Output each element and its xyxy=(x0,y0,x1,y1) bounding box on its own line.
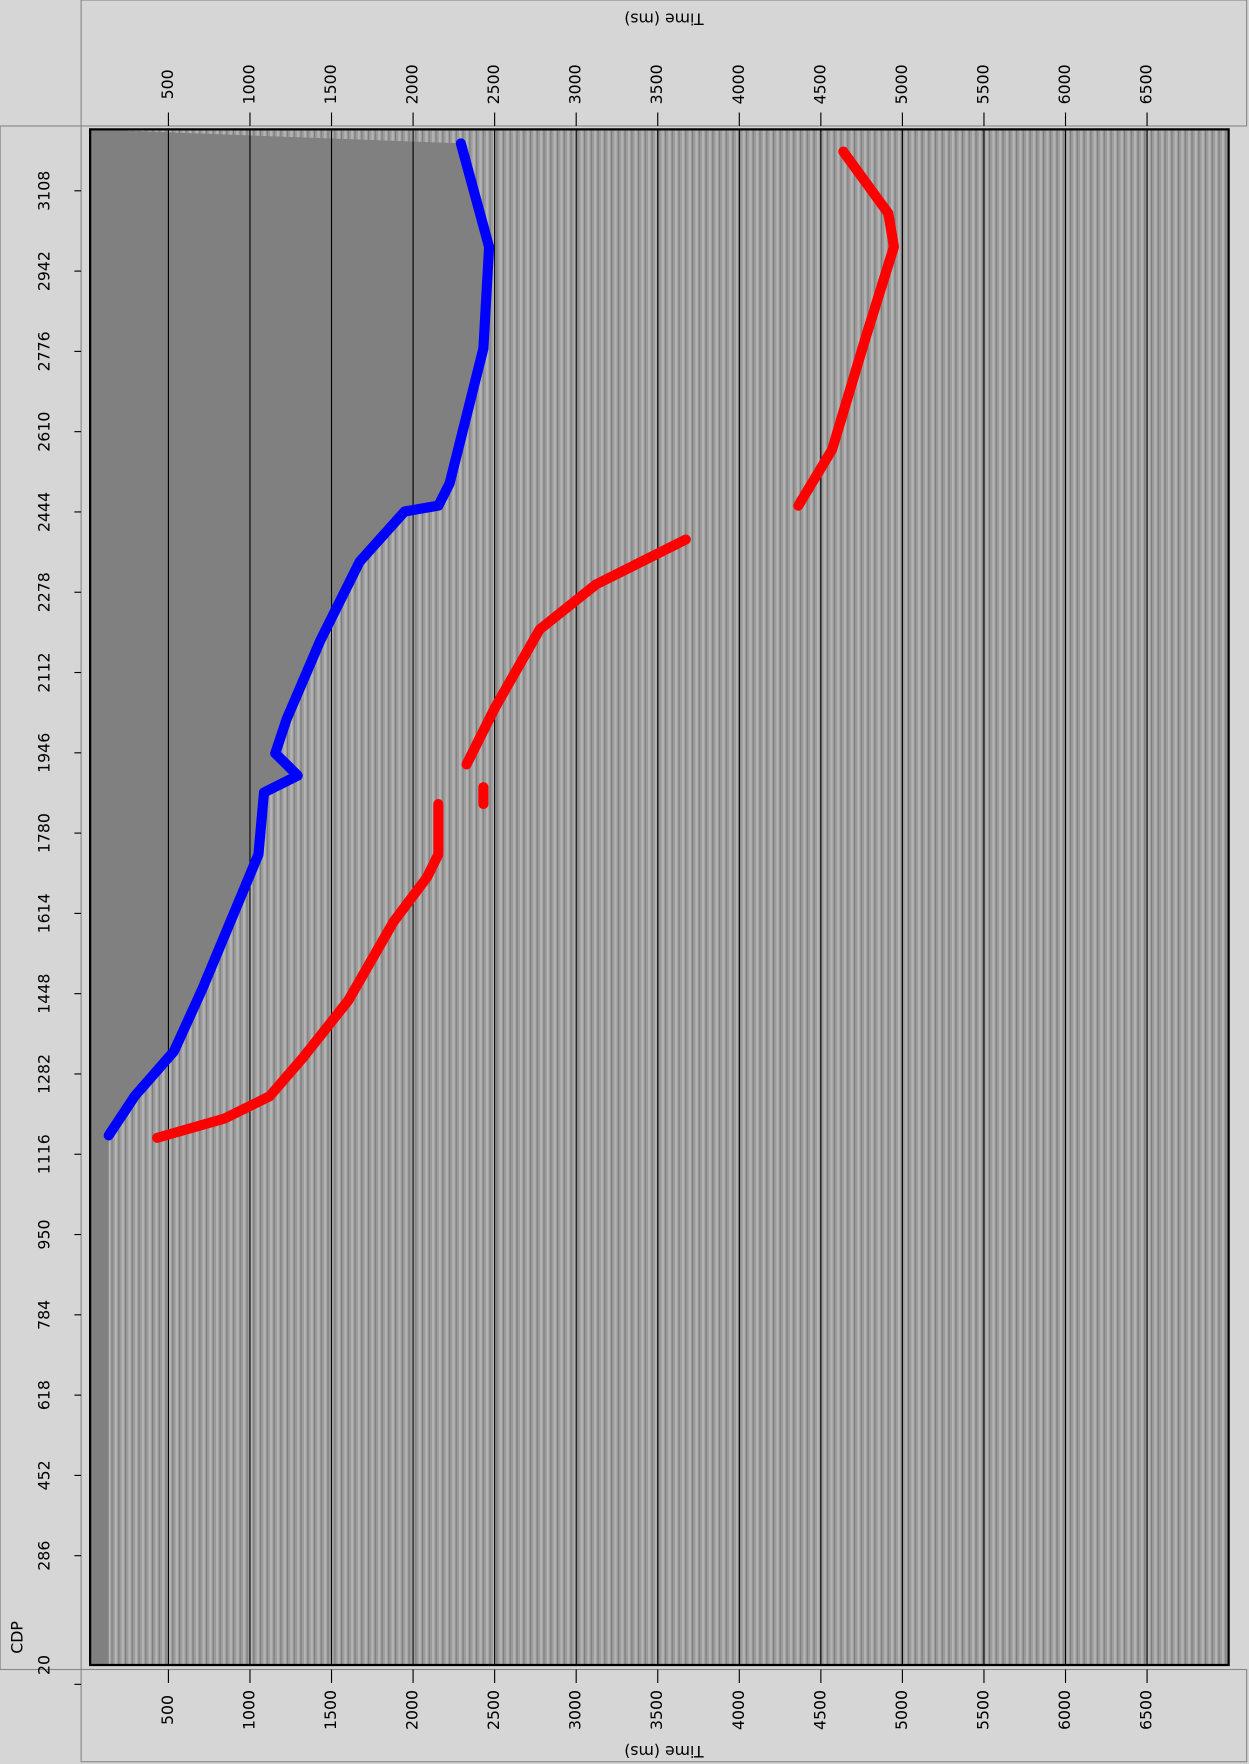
x-tick-label-top: 5500 xyxy=(973,64,992,104)
x-tick-label-bottom: 5000 xyxy=(892,1690,911,1730)
y-tick-label: 1780 xyxy=(35,813,54,853)
x-tick-label-top: 2500 xyxy=(484,64,503,104)
y-tick-label: 1614 xyxy=(35,893,54,933)
y-tick-label: 2942 xyxy=(35,251,54,291)
left-axis-panel xyxy=(0,125,82,1671)
x-tick-label-top: 6500 xyxy=(1137,64,1156,104)
y-tick-label: 1448 xyxy=(35,974,54,1014)
x-tick-label-bottom: 500 xyxy=(158,1695,177,1725)
shallow-mask xyxy=(90,1135,109,1665)
y-tick-label: 3108 xyxy=(35,171,54,211)
y-tick-label: 2610 xyxy=(35,412,54,452)
x-tick-label-top: 3000 xyxy=(566,64,585,104)
x-axis-title-bottom: Time (ms) xyxy=(624,1742,704,1761)
x-tick-label-bottom: 6500 xyxy=(1137,1690,1156,1730)
y-tick-label: 2112 xyxy=(35,652,54,692)
x-tick-label-top: 4000 xyxy=(729,64,748,104)
x-tick-label-bottom: 3500 xyxy=(647,1690,666,1730)
horizon-pick xyxy=(793,146,899,511)
x-tick-label-bottom: 2000 xyxy=(403,1690,422,1730)
y-tick-label: 950 xyxy=(35,1220,54,1250)
x-axis-title-top: Time (ms) xyxy=(624,9,704,28)
y-tick-label: 784 xyxy=(35,1300,54,1330)
y-tick-label: 1116 xyxy=(35,1134,54,1174)
y-tick-label: 2444 xyxy=(35,492,54,532)
y-tick-label: 286 xyxy=(35,1541,54,1571)
x-tick-label-top: 6000 xyxy=(1055,64,1074,104)
y-tick-label: 2776 xyxy=(35,331,54,371)
y-tick-label: 1282 xyxy=(35,1054,54,1094)
x-tick-label-bottom: 5500 xyxy=(973,1690,992,1730)
x-tick-label-bottom: 6000 xyxy=(1055,1690,1074,1730)
y-tick-label: 452 xyxy=(35,1460,54,1490)
horizon-pick xyxy=(461,534,691,770)
y-tick-label: 20 xyxy=(35,1655,54,1675)
y-axis-title: CDP xyxy=(8,1621,27,1654)
x-tick-label-bottom: 1000 xyxy=(239,1690,258,1730)
x-tick-label-bottom: 4500 xyxy=(810,1690,829,1730)
x-tick-label-top: 1500 xyxy=(321,64,340,104)
y-tick-label: 1946 xyxy=(35,733,54,773)
bottom-axis-panel xyxy=(80,1668,1248,1763)
x-tick-label-bottom: 2500 xyxy=(484,1690,503,1730)
x-tick-label-top: 4500 xyxy=(810,64,829,104)
x-tick-label-bottom: 3000 xyxy=(566,1690,585,1730)
x-tick-label-top: 3500 xyxy=(647,64,666,104)
y-tick-label: 618 xyxy=(35,1380,54,1410)
plot-border xyxy=(89,128,1230,1667)
horizon-pick xyxy=(152,799,444,1143)
x-tick-label-top: 1000 xyxy=(239,64,258,104)
x-tick-label-top: 5000 xyxy=(892,64,911,104)
x-tick-label-top: 2000 xyxy=(403,64,422,104)
x-tick-label-top: 500 xyxy=(158,69,177,99)
y-tick-label: 2278 xyxy=(35,572,54,612)
x-tick-label-bottom: 1500 xyxy=(321,1690,340,1730)
top-axis-panel xyxy=(80,0,1248,127)
masked-region xyxy=(90,129,490,1136)
horizon-pick xyxy=(103,138,495,1141)
x-tick-label-bottom: 4000 xyxy=(729,1690,748,1730)
